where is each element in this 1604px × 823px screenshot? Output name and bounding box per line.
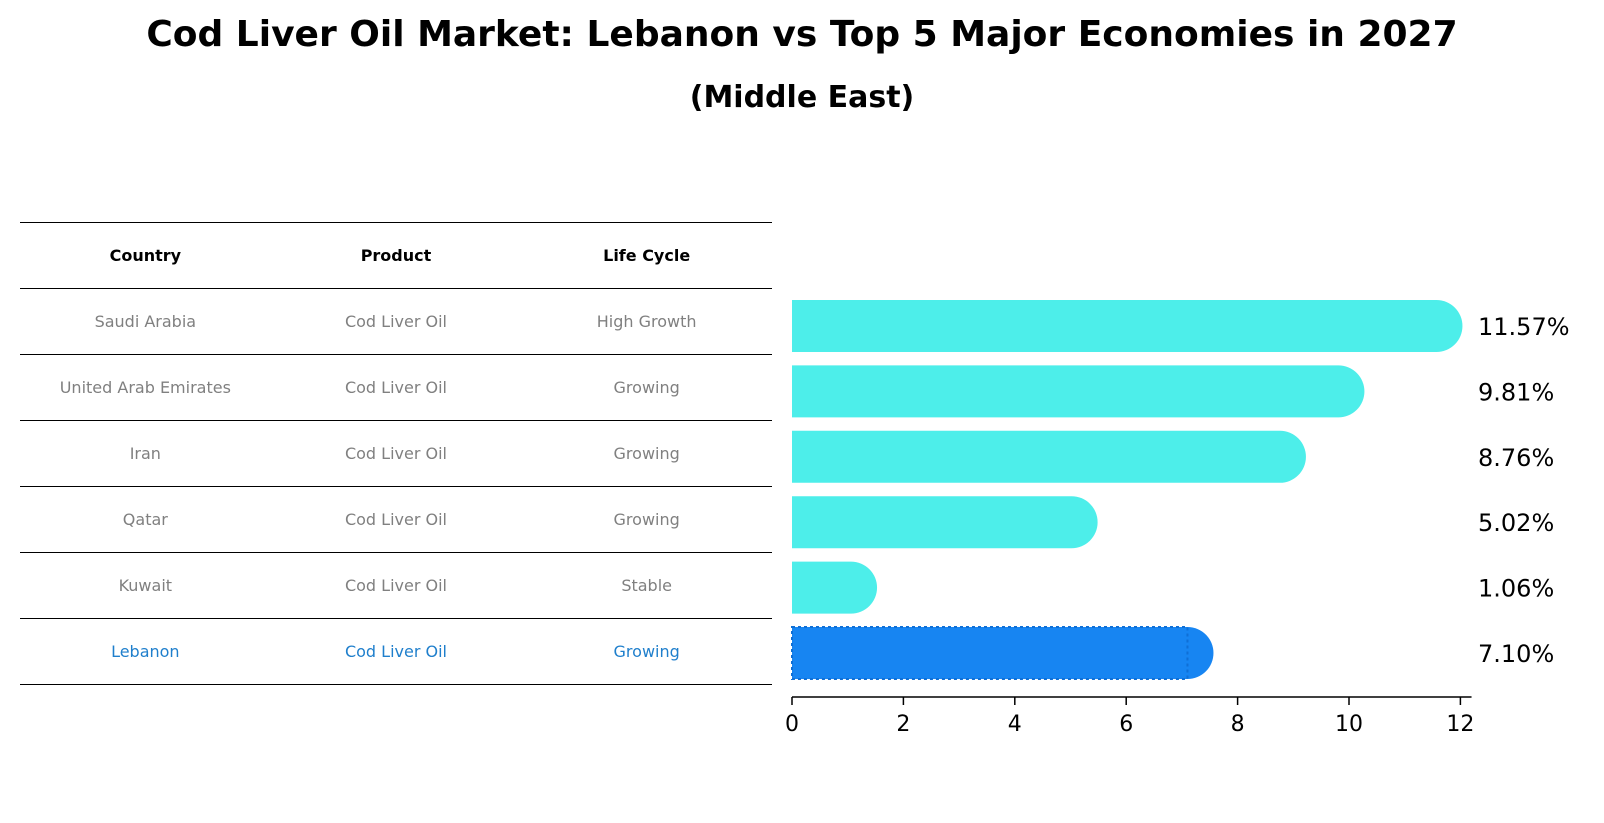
cell-country: Kuwait [20,552,271,619]
country-table-container: Country Product Life Cycle Saudi Arabia … [20,222,772,685]
cell-life-cycle: Growing [521,618,772,685]
x-tick-label: 4 [1008,712,1022,737]
bar-value-label: 9.81% [1478,378,1554,406]
bar-highlight-outline [791,626,1189,680]
cell-country: Qatar [20,486,271,553]
table-row: Saudi Arabia Cod Liver Oil High Growth [20,288,772,355]
header-product: Product [270,222,522,289]
header-life-cycle: Life Cycle [521,222,772,289]
table-row: Iran Cod Liver Oil Growing [20,420,772,487]
cell-country: Lebanon [20,618,271,685]
cell-product: Cod Liver Oil [270,618,522,685]
cell-product: Cod Liver Oil [270,486,522,553]
bar-qatar [792,496,1098,549]
cell-life-cycle: Growing [521,420,772,487]
table-row: Kuwait Cod Liver Oil Stable [20,552,772,619]
bar-value-label: 11.57% [1478,313,1570,341]
x-tick-label: 2 [896,712,910,737]
chart-subtitle: (Middle East) [689,80,915,115]
x-tick-label: 8 [1231,712,1245,737]
bar-value-label: 5.02% [1478,509,1554,537]
cell-life-cycle: Growing [521,486,772,553]
bar-lebanon [792,627,1214,679]
bar-saudi-arabia [792,300,1463,352]
x-tick-label: 0 [785,712,799,737]
x-tick-label: 6 [1119,712,1133,737]
bar-value-label: 7.10% [1478,640,1554,668]
header-country: Country [20,222,271,289]
cell-country: United Arab Emirates [20,354,271,421]
cell-life-cycle: High Growth [521,288,772,355]
cell-product: Cod Liver Oil [270,288,522,355]
country-table: Country Product Life Cycle Saudi Arabia … [20,222,772,685]
cell-product: Cod Liver Oil [270,354,522,421]
table-row: Qatar Cod Liver Oil Growing [20,486,772,553]
table-row: United Arab Emirates Cod Liver Oil Growi… [20,354,772,421]
x-tick-label: 10 [1335,712,1363,737]
cell-life-cycle: Growing [521,354,772,421]
cell-country: Iran [20,420,271,487]
cell-country: Saudi Arabia [20,288,271,355]
bar-kuwait [792,561,878,614]
table-row-highlight: Lebanon Cod Liver Oil Growing [20,618,772,685]
bar-value-label: 8.76% [1478,444,1554,472]
cell-life-cycle: Stable [521,552,772,619]
bar-value-label: 1.06% [1478,575,1554,603]
table-header-row: Country Product Life Cycle [20,222,772,289]
bar-united-arab-emirates [792,365,1365,418]
chart-title: Cod Liver Oil Market: Lebanon vs Top 5 M… [146,14,1458,55]
bar-iran [792,430,1306,483]
x-tick-label: 12 [1446,712,1474,737]
